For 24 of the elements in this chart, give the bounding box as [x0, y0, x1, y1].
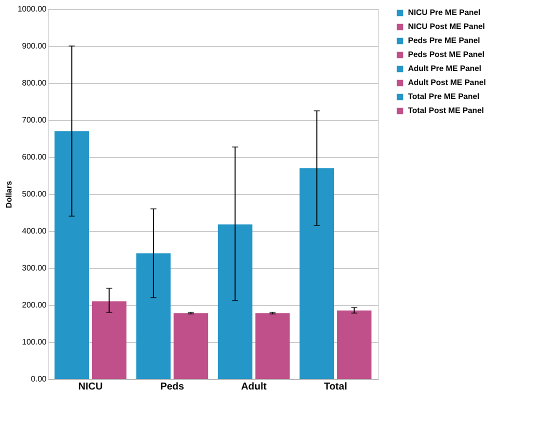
y-tick-label: 300.00: [22, 264, 48, 272]
x-tick-label: Total: [324, 382, 348, 392]
y-tick-label: 400.00: [22, 226, 48, 236]
legend-label: Peds Post ME Panel: [408, 50, 484, 59]
y-tick-label: 0.00: [30, 374, 48, 384]
x-tick-label: Peds: [160, 382, 185, 392]
legend-label: Peds Pre ME Panel: [408, 36, 480, 45]
y-tick-label: 100.00: [22, 338, 48, 346]
y-tick-label: 900.00: [22, 42, 48, 50]
legend-label: NICU Post ME Panel: [408, 22, 485, 31]
legend-label: Adult Post ME Panel: [408, 78, 486, 87]
y-tick-label: 500.00: [22, 190, 48, 198]
legend-label: Total Pre ME Panel: [408, 92, 480, 101]
legend-label: Adult Pre ME Panel: [408, 64, 482, 73]
y-tick-label: 1000.00: [18, 4, 48, 14]
y-axis-title: Dollars: [4, 180, 14, 208]
y-tick-label: 700.00: [22, 116, 48, 124]
y-tick-label: 600.00: [22, 152, 48, 162]
y-tick-label: 800.00: [22, 78, 48, 88]
legend-label: NICU Pre ME Panel: [408, 8, 480, 17]
y-tick-label: 200.00: [22, 300, 48, 310]
x-tick-label: NICU: [78, 382, 103, 392]
x-tick-label: Adult: [241, 382, 268, 392]
legend-label: Total Post ME Panel: [408, 106, 484, 115]
